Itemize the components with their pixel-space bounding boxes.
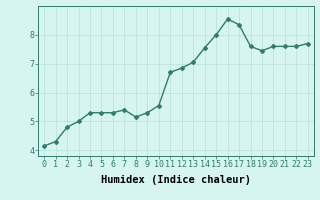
X-axis label: Humidex (Indice chaleur): Humidex (Indice chaleur) — [101, 175, 251, 185]
